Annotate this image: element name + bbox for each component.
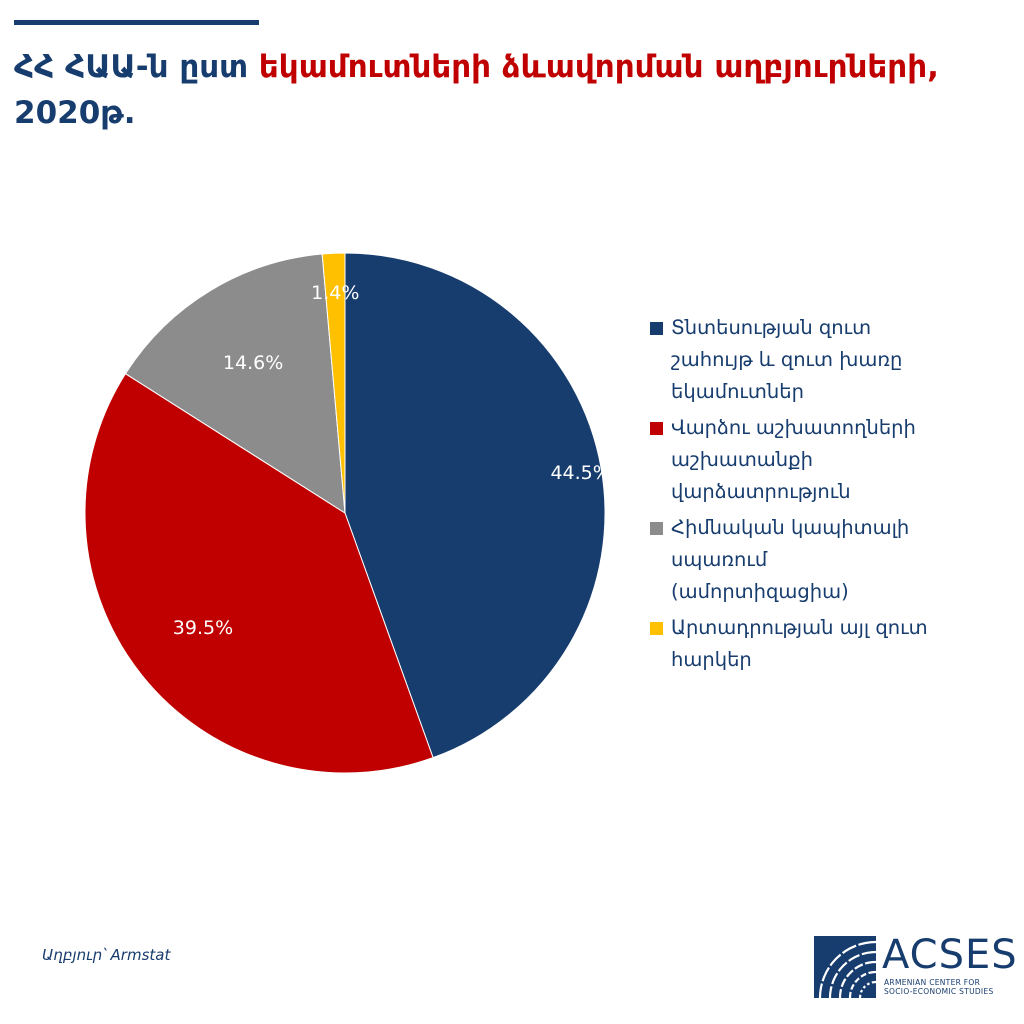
pie-slice-depreciation [124, 253, 346, 514]
acses-logo-icon [814, 936, 876, 998]
title-part-3: 2020թ. [14, 95, 136, 131]
legend-swatch-depreciation [650, 522, 663, 535]
pie-label-profit: 44.5% [550, 462, 610, 484]
legend-swatch-wages [650, 422, 663, 435]
legend-swatch-profit [650, 322, 663, 335]
title-part-2-accent: եկամուտների ձևավորման աղբյուրների, [258, 49, 939, 85]
pie-slice-wages [84, 372, 434, 774]
legend-label-wages: Վարձու աշխատողների աշխատանքի վարձատրությ… [671, 416, 916, 503]
top-accent-rule [14, 20, 259, 25]
legend-label-profit: Տնտեսության զուտ շահույթ և զուտ խառը եկա… [671, 316, 903, 403]
legend-label-depreciation: Հիմնական կապիտալի սպառում (ամորտիզացիա) [671, 516, 910, 603]
acses-logo: ACSES ARMENIAN CENTER FOR SOCIO-ECONOMIC… [814, 932, 1017, 1000]
source-note: Աղբյուր՝ Armstat [42, 946, 171, 964]
pie-slice-profit [344, 252, 606, 759]
chart-legend: Տնտեսության զուտ շահույթ և զուտ խառը եկա… [650, 312, 1020, 680]
legend-swatch-taxes [650, 622, 663, 635]
legend-item-taxes: Արտադրության այլ զուտ հարկեր [650, 612, 1020, 676]
title-part-1: ՀՀ ՀԱԱ-ն ըստ [14, 49, 259, 85]
legend-item-wages: Վարձու աշխատողների աշխատանքի վարձատրությ… [650, 412, 1020, 508]
pie-label-taxes: 1.4% [311, 282, 359, 304]
pie-label-wages: 39.5% [173, 617, 233, 639]
pie-label-depreciation: 14.6% [223, 352, 283, 374]
legend-item-profit: Տնտեսության զուտ շահույթ և զուտ խառը եկա… [650, 312, 1020, 408]
chart-title: ՀՀ ՀԱԱ-ն ըստ եկամուտների ձևավորման աղբյո… [14, 44, 1014, 136]
logo-subtitle: ARMENIAN CENTER FOR SOCIO-ECONOMIC STUDI… [884, 978, 994, 996]
logo-wordmark: ACSES [882, 932, 1018, 978]
legend-label-taxes: Արտադրության այլ զուտ հարկեր [671, 616, 928, 671]
legend-item-depreciation: Հիմնական կապիտալի սպառում (ամորտիզացիա) [650, 512, 1020, 608]
pie-slice-taxes [321, 252, 346, 514]
